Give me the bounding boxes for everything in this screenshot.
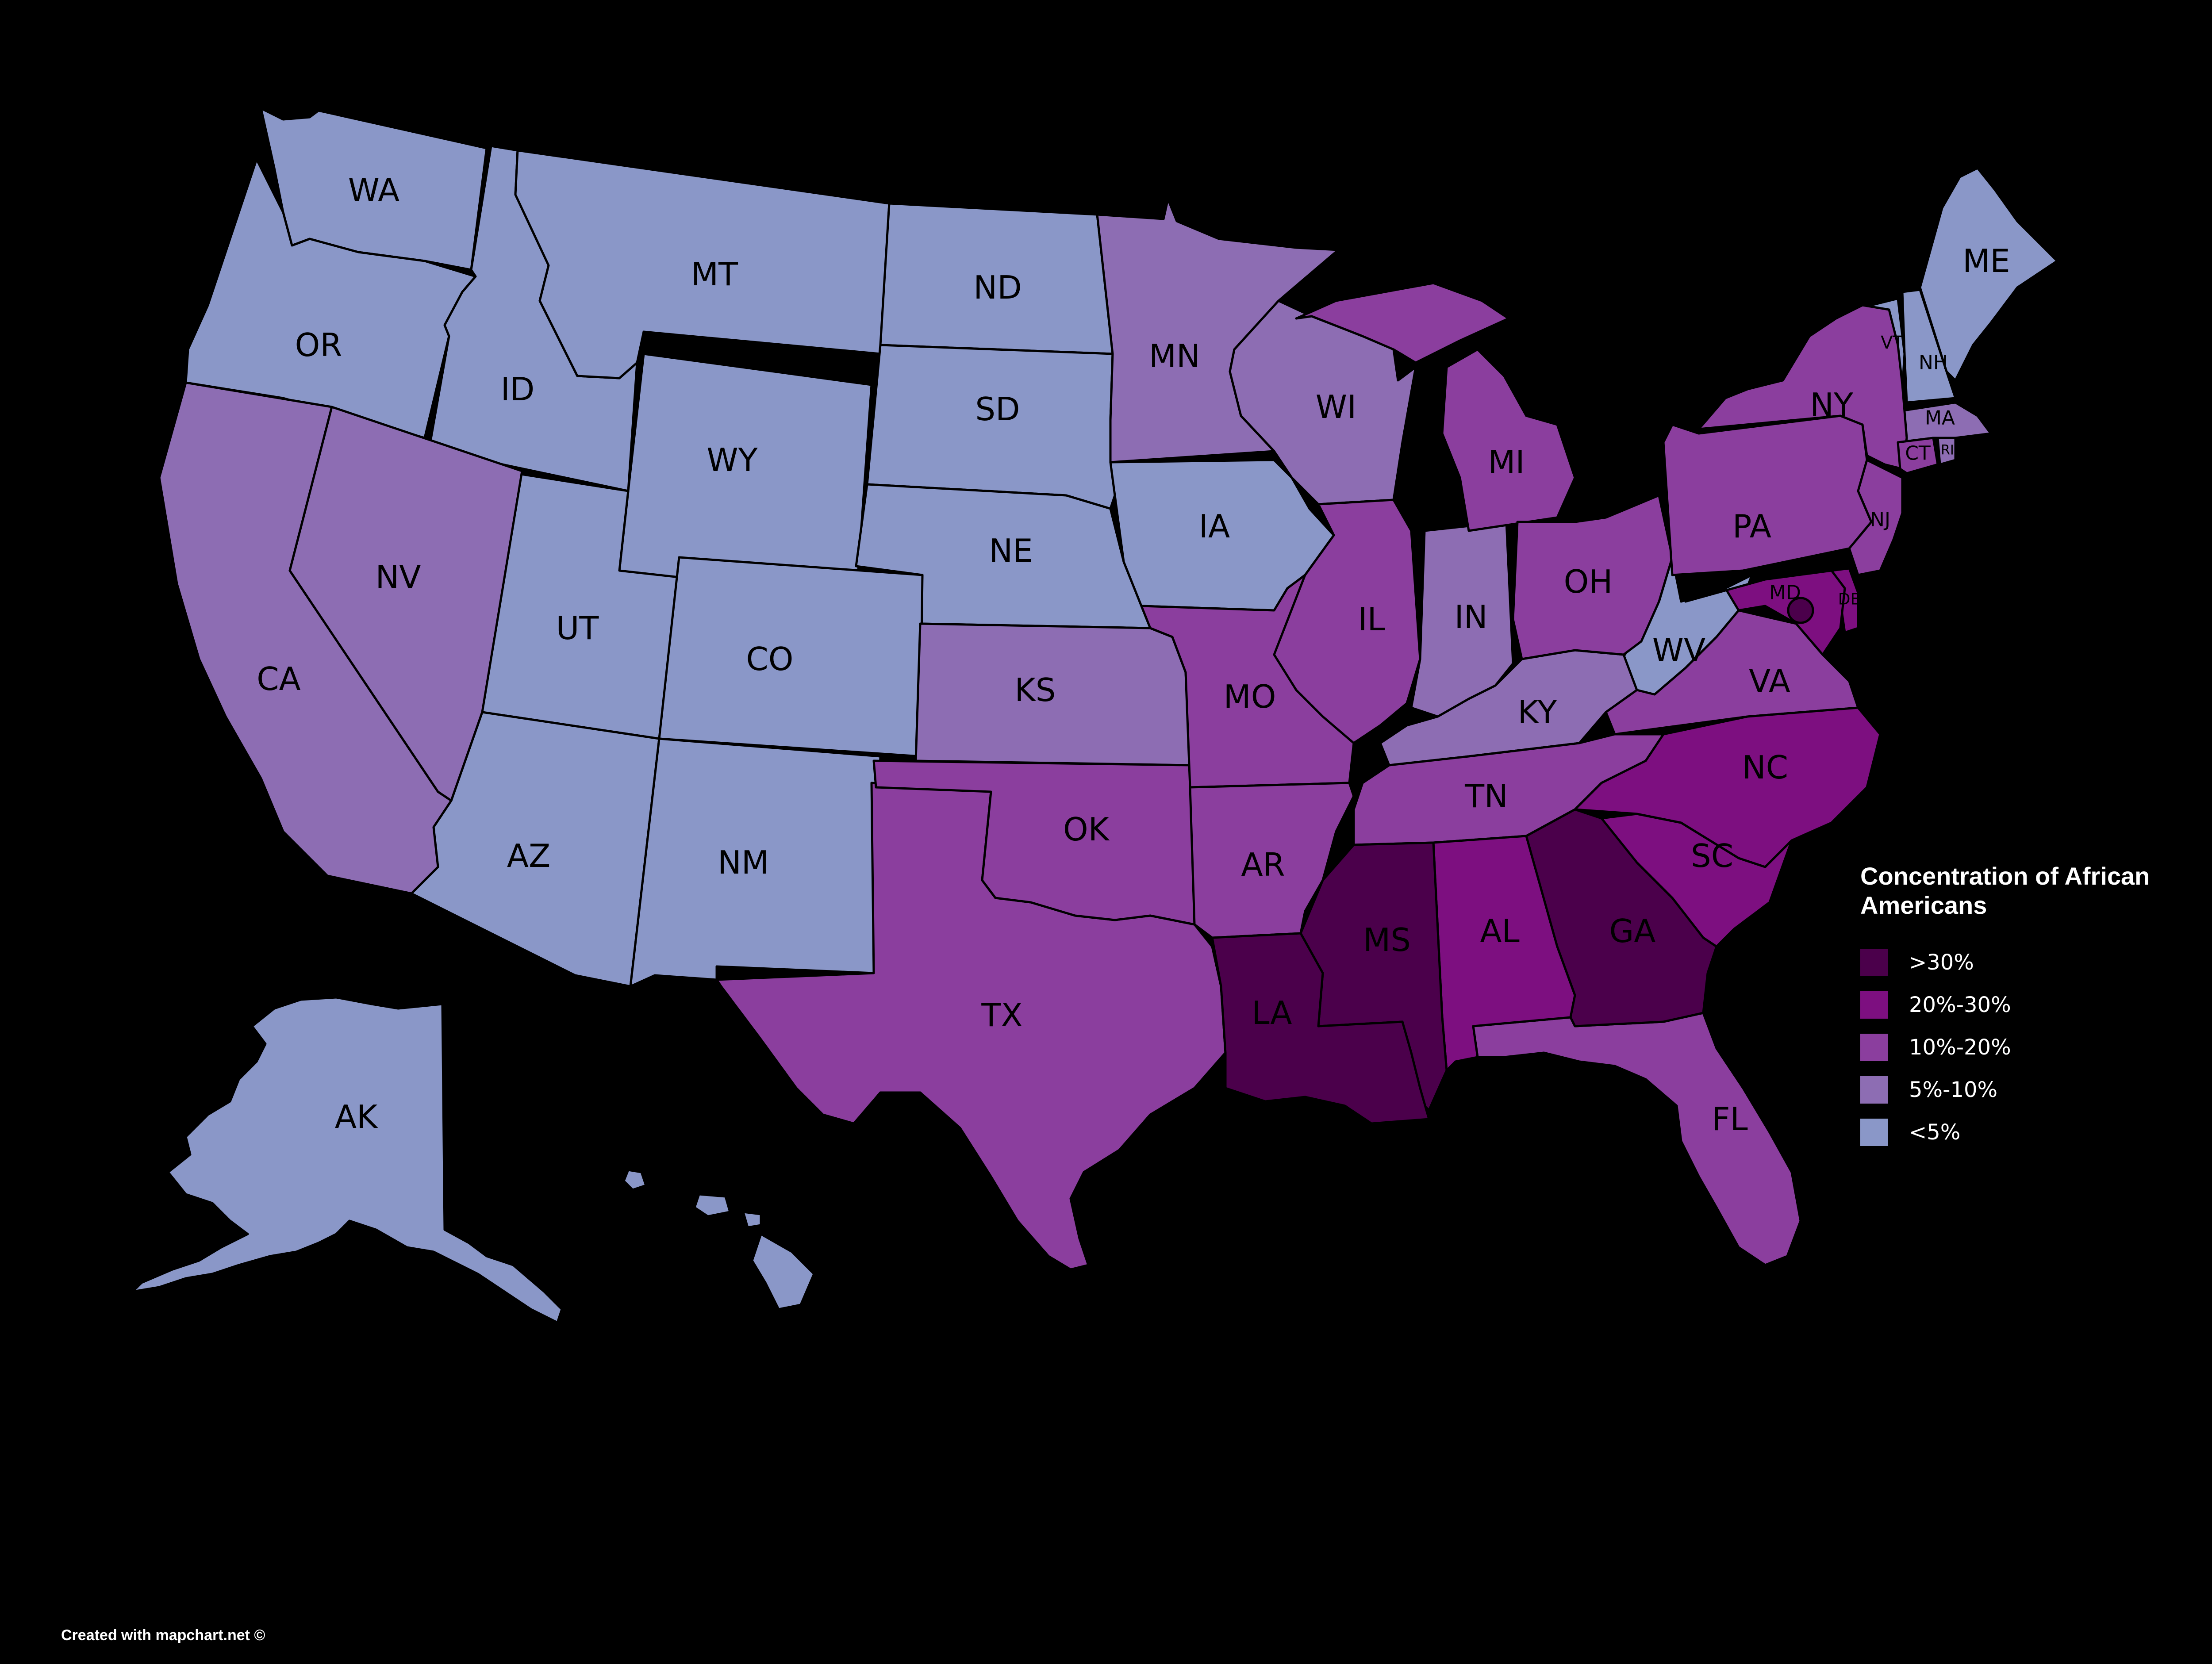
state-pa[interactable] (1662, 414, 1873, 576)
state-label-ri: RI (1941, 443, 1954, 458)
legend-swatch (1860, 1034, 1888, 1061)
legend-swatch (1860, 1076, 1888, 1104)
state-label-nh: NH (1919, 352, 1948, 374)
state-nc[interactable] (1574, 706, 1882, 868)
state-fl[interactable] (1472, 1012, 1802, 1266)
state-label-nd: ND (973, 269, 1022, 306)
state-ny[interactable] (1697, 304, 1908, 470)
state-label-ms: MS (1363, 921, 1411, 959)
state-label-nj: NJ (1870, 509, 1890, 531)
state-label-md: MD (1769, 582, 1801, 604)
legend-item: 20%-30% (1860, 984, 2212, 1026)
state-label-nv: NV (375, 559, 421, 596)
state-label-fl: FL (1712, 1100, 1748, 1138)
legend-title: Concentration of African Americans (1860, 862, 2150, 919)
state-label-sc: SC (1691, 837, 1733, 874)
state-ga[interactable] (1525, 808, 1718, 1028)
state-label-mn: MN (1149, 337, 1200, 375)
state-label-pa: PA (1732, 508, 1771, 545)
state-label-ca: CA (257, 660, 301, 698)
legend-item: 10%-20% (1860, 1026, 2212, 1069)
legend-item: <5% (1860, 1111, 2212, 1154)
state-label-ct: CT (1905, 442, 1931, 465)
state-nj[interactable] (1848, 459, 1904, 576)
state-label-or: OR (295, 326, 342, 364)
state-label-me: ME (1962, 242, 2010, 280)
state-label-ut: UT (556, 610, 599, 647)
state-label-ny: NY (1810, 386, 1854, 423)
state-la[interactable] (1211, 932, 1430, 1125)
state-label-wv: WV (1652, 632, 1705, 669)
state-label-az: AZ (507, 837, 551, 874)
state-label-ky: KY (1518, 694, 1558, 731)
state-hi[interactable] (622, 1169, 815, 1311)
state-label-mt: MT (691, 256, 738, 293)
state-oh[interactable] (1512, 494, 1674, 660)
state-label-sd: SD (975, 391, 1020, 428)
state-label-tn: TN (1464, 778, 1508, 815)
state-me[interactable] (1919, 167, 2058, 382)
state-label-wa: WA (348, 172, 400, 209)
state-label-in: IN (1454, 598, 1487, 636)
state-label-mi: MI (1488, 444, 1525, 481)
state-label-ar: AR (1241, 846, 1285, 883)
state-label-mo: MO (1224, 678, 1276, 715)
state-label-de: DE (1838, 590, 1860, 609)
state-label-va: VA (1749, 663, 1790, 700)
state-label-co: CO (746, 640, 794, 678)
state-ak[interactable] (131, 996, 563, 1324)
state-nv[interactable] (288, 406, 523, 802)
state-dc[interactable] (1787, 597, 1814, 624)
state-label-ia: IA (1199, 508, 1230, 545)
legend-swatch (1860, 949, 1888, 976)
state-label-oh: OH (1564, 563, 1613, 600)
state-md[interactable] (1684, 569, 1846, 656)
state-label-vt: VT (1881, 333, 1904, 353)
state-ar[interactable] (1189, 782, 1355, 939)
state-ri[interactable] (1936, 437, 1957, 466)
legend-swatch (1860, 991, 1888, 1019)
legend-swatch (1860, 1119, 1888, 1146)
state-label-id: ID (501, 371, 535, 408)
credit-text: Created with mapchart.net © (61, 1627, 265, 1644)
legend-label: <5% (1909, 1120, 1961, 1145)
state-label-tx: TX (981, 997, 1022, 1034)
legend-label: >30% (1909, 950, 1974, 975)
state-label-nm: NM (718, 844, 769, 881)
legend-label: 20%-30% (1909, 993, 2011, 1017)
state-il[interactable] (1273, 498, 1421, 744)
state-label-ma: MA (1925, 407, 1955, 429)
state-label-ga: GA (1609, 913, 1655, 950)
state-label-al: AL (1480, 913, 1519, 950)
legend-label: 10%-20% (1909, 1035, 2011, 1060)
legend-label: 5%-10% (1909, 1077, 1998, 1102)
state-label-la: LA (1252, 994, 1292, 1031)
legend-item: >30% (1860, 941, 2212, 984)
legend-item: 5%-10% (1860, 1069, 2212, 1111)
state-label-wy: WY (707, 441, 758, 479)
state-label-nc: NC (1742, 749, 1788, 786)
state-label-il: IL (1358, 601, 1385, 638)
state-label-ks: KS (1015, 671, 1056, 709)
state-label-ne: NE (989, 532, 1033, 569)
state-label-wi: WI (1316, 388, 1356, 426)
state-label-ok: OK (1063, 811, 1110, 848)
state-label-ak: AK (335, 1098, 378, 1135)
legend: Concentration of African Americans >30% 2… (1860, 862, 2212, 1154)
state-mi[interactable] (1295, 282, 1576, 532)
state-ct[interactable] (1897, 437, 1939, 475)
